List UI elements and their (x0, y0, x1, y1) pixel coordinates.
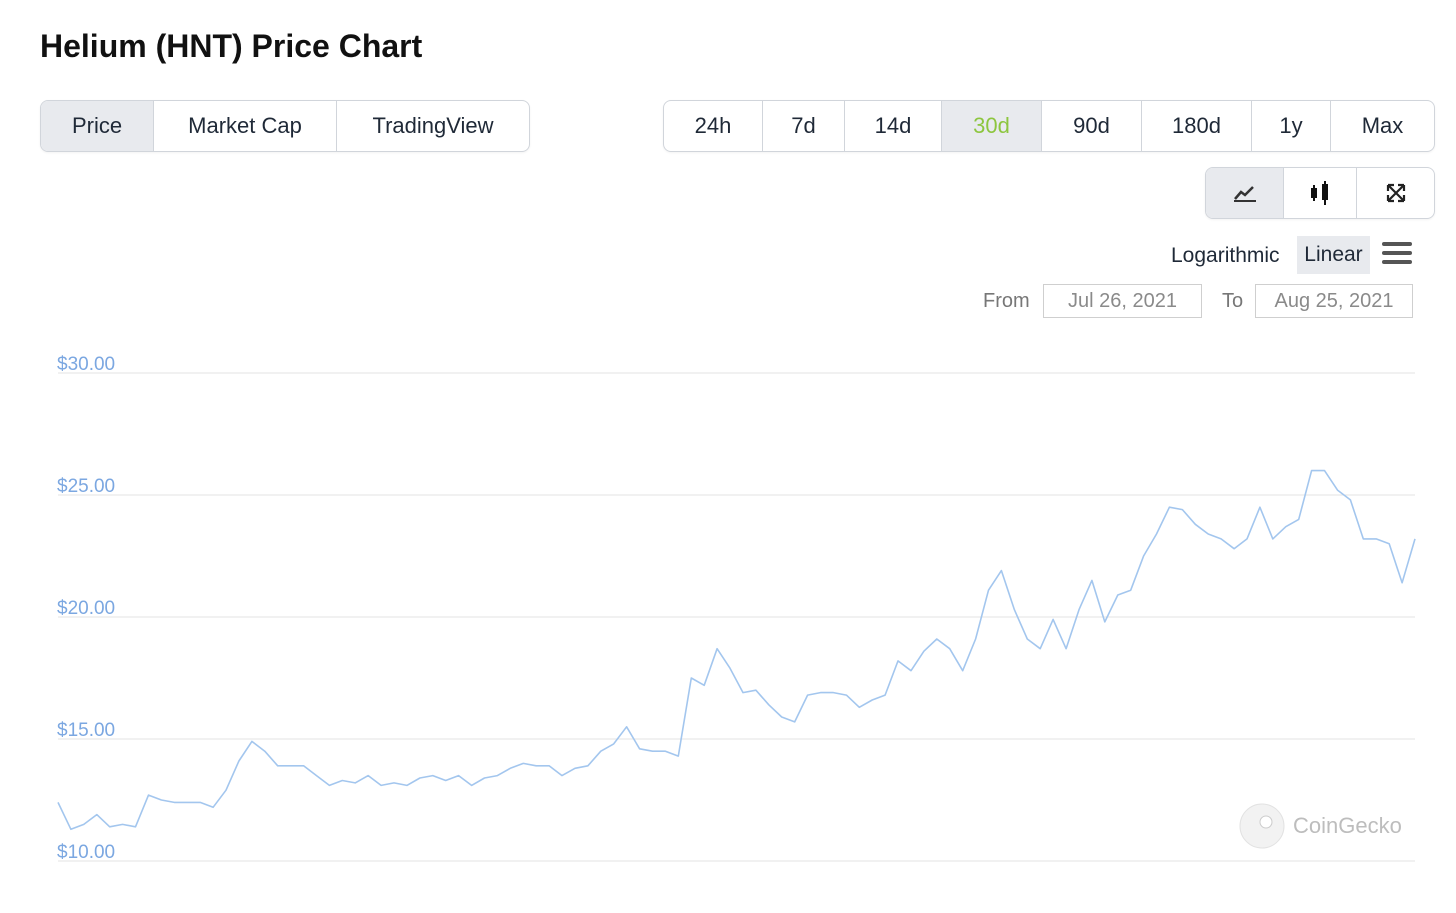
line-chart-button[interactable] (1206, 168, 1284, 218)
from-date-input[interactable]: Jul 26, 2021 (1043, 284, 1202, 318)
watermark: CoinGecko (1239, 803, 1402, 849)
fullscreen-button[interactable] (1357, 168, 1434, 218)
scale-option[interactable]: Logarithmic (1171, 244, 1280, 267)
from-label: From (983, 290, 1030, 312)
line-icon (1233, 186, 1256, 202)
y-tick-label: $30.00 (57, 354, 115, 375)
y-tick-label: $15.00 (57, 720, 115, 741)
tab[interactable]: Market Cap (154, 101, 337, 151)
y-tick-label: $10.00 (57, 842, 115, 863)
tab[interactable]: 30d (942, 101, 1042, 151)
tab[interactable]: 180d (1142, 101, 1252, 151)
to-label: To (1222, 290, 1244, 312)
view-tabs: Price Market Cap TradingView (40, 100, 530, 152)
tab[interactable]: Price (41, 101, 154, 151)
scale-option[interactable]: Linear (1297, 236, 1370, 274)
tab[interactable]: 24h (664, 101, 763, 151)
expand-icon (1386, 183, 1405, 203)
y-tick-label: $25.00 (57, 476, 115, 497)
range-tabs: 24h 7d 14d 30d 90d 180d 1y Max (663, 100, 1435, 152)
chart-type-buttons (1205, 167, 1435, 219)
watermark-text: CoinGecko (1293, 813, 1402, 838)
tab[interactable]: Max (1361, 113, 1404, 138)
y-tick-label: $20.00 (57, 598, 115, 619)
page-title: Helium (HNT) Price Chart (40, 28, 423, 64)
menu-icon[interactable] (1382, 241, 1412, 265)
tab[interactable]: 1y (1252, 101, 1331, 151)
price-line (57, 469, 1416, 831)
tab[interactable]: 90d (1042, 101, 1142, 151)
candlestick-button[interactable] (1284, 168, 1357, 218)
tab[interactable]: 14d (845, 101, 942, 151)
candle-icon (1311, 181, 1328, 205)
tab[interactable]: TradingView (372, 113, 494, 138)
tab[interactable]: 7d (763, 101, 845, 151)
to-date-input[interactable]: Aug 25, 2021 (1255, 284, 1413, 318)
